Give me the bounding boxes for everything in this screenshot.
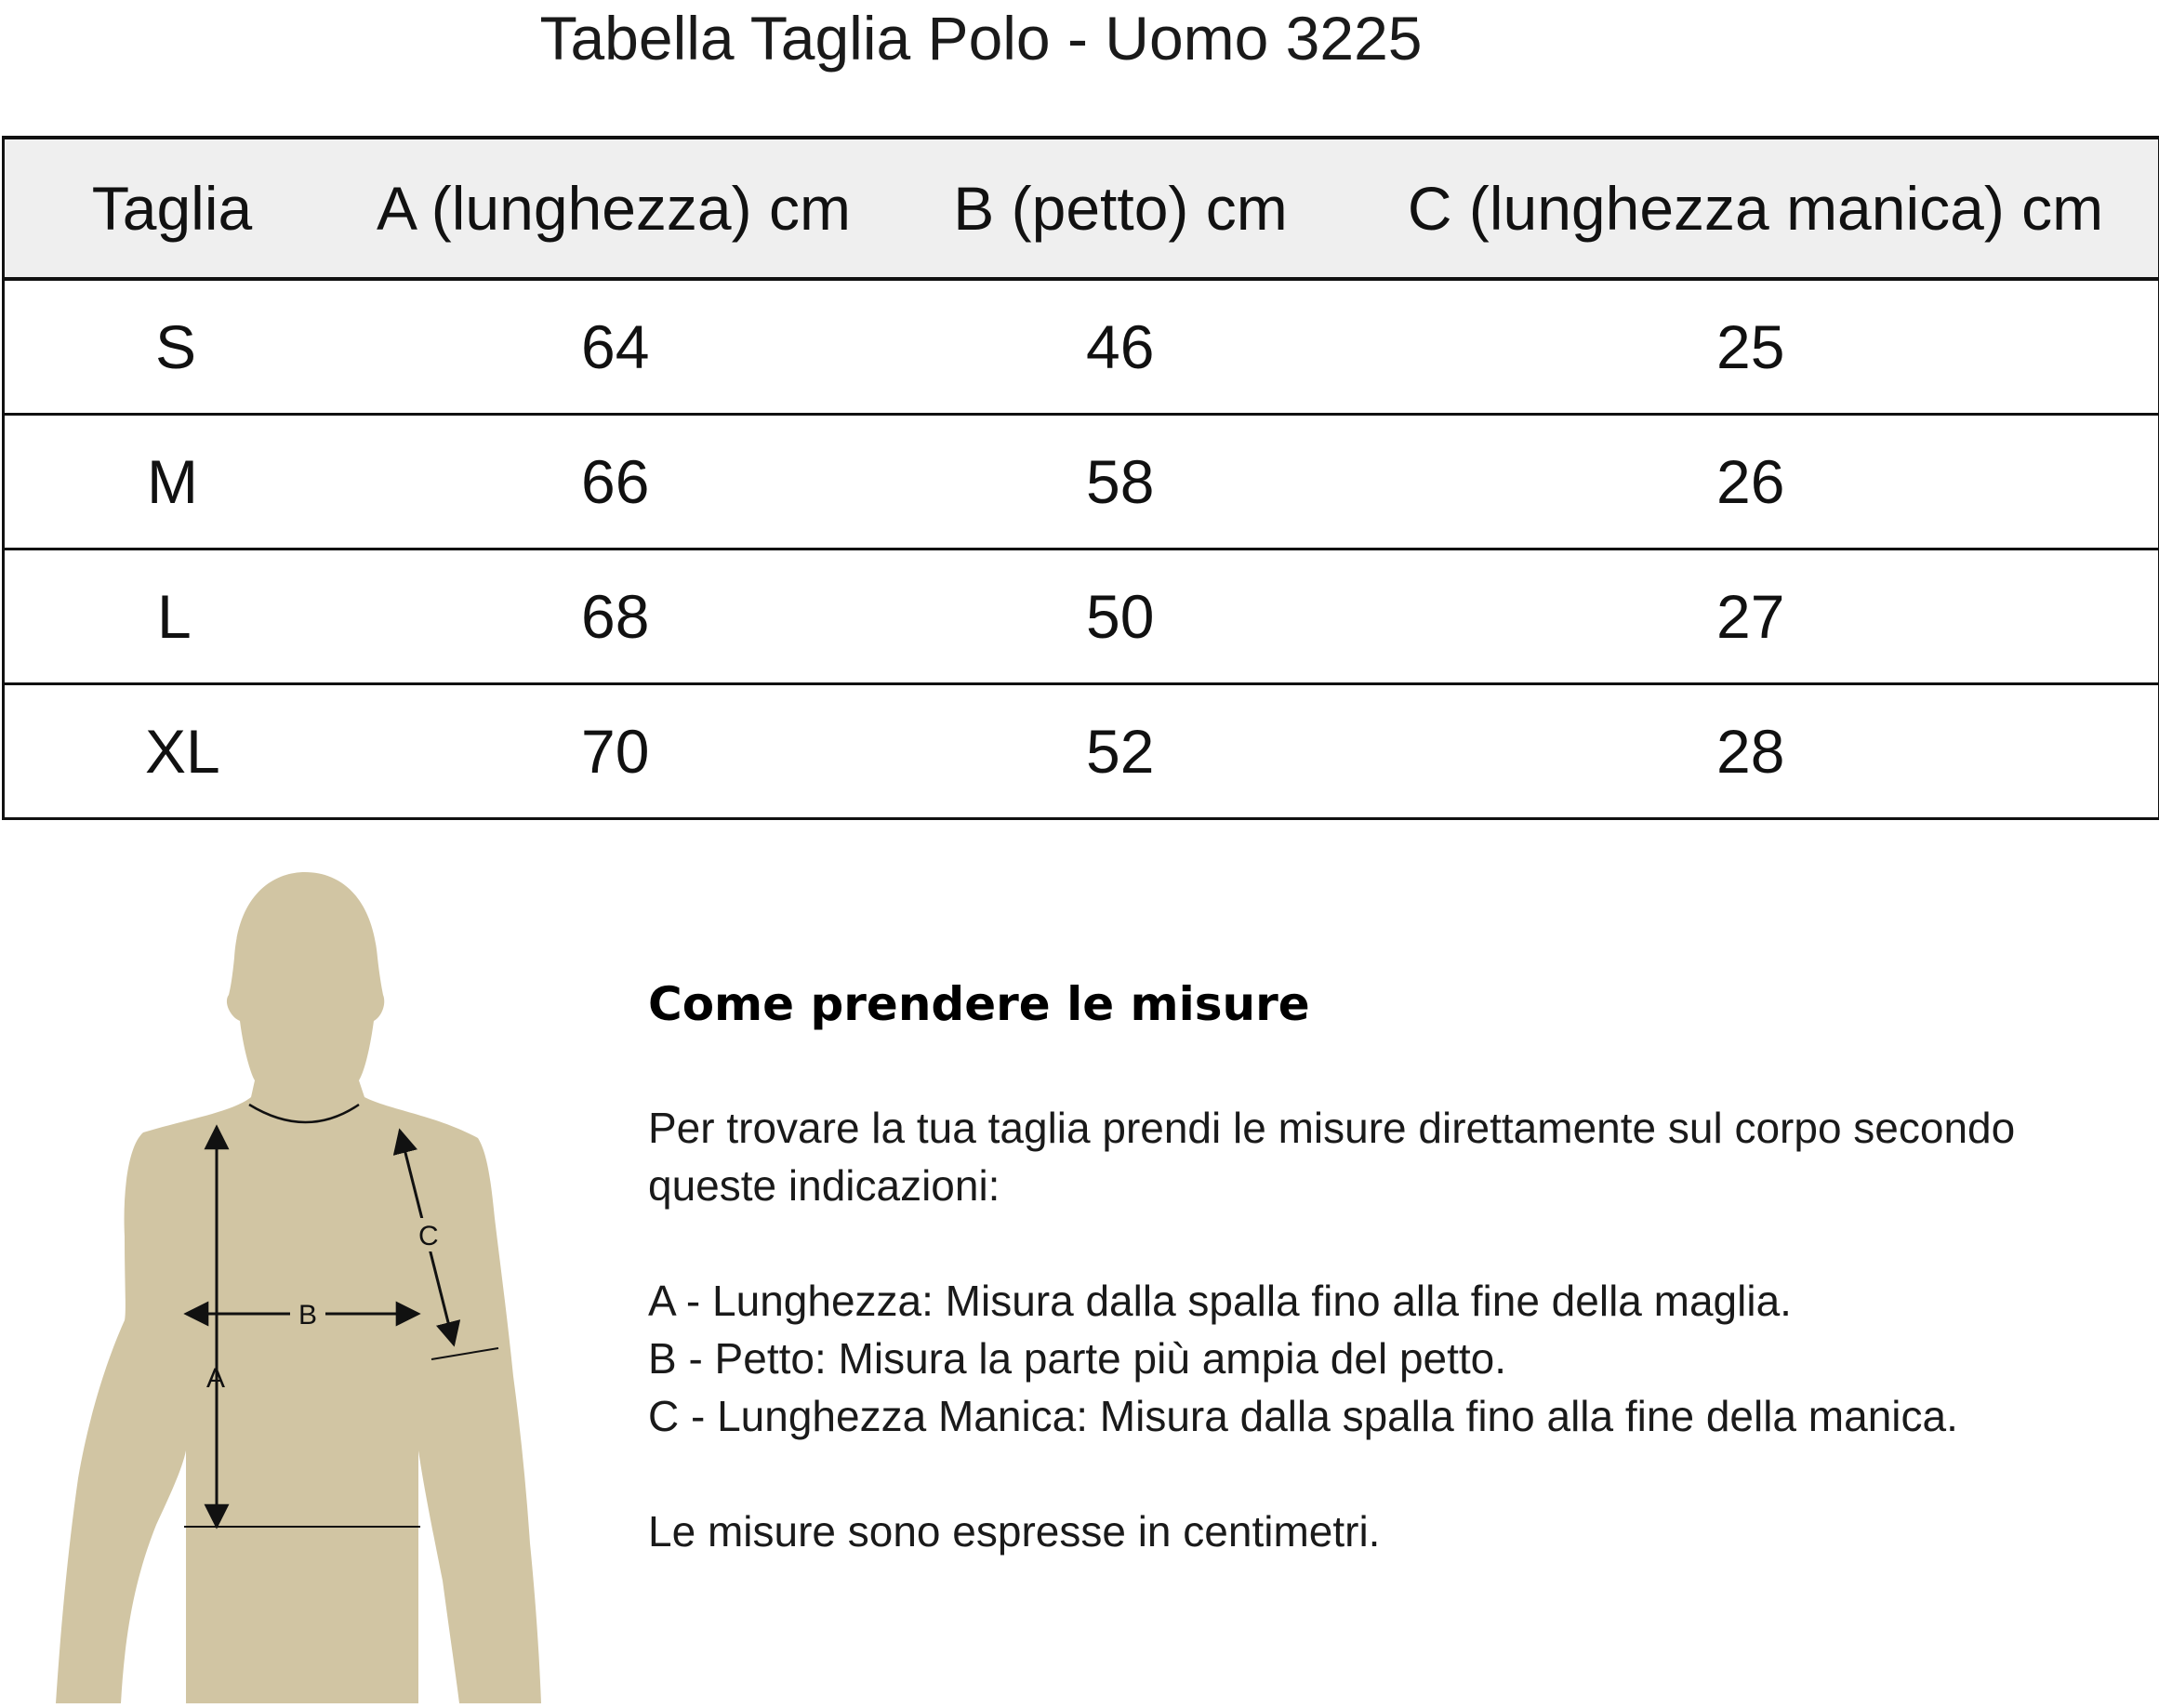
page-title: Tabella Taglia Polo - Uomo 3225: [0, 0, 1962, 76]
length-cell: 64: [339, 279, 888, 415]
header-length: A (lunghezza) cm: [339, 138, 888, 279]
length-cell: 66: [339, 415, 888, 549]
sleeve-cell: 25: [1353, 279, 2159, 415]
chest-cell: 58: [888, 415, 1353, 549]
sleeve-cell: 28: [1353, 684, 2159, 819]
table-row: M 66 58 26: [4, 415, 2159, 549]
instruction-item-sleeve: C - Lunghezza Manica: Misura dalla spall…: [648, 1387, 2136, 1445]
size-cell: M: [4, 415, 340, 549]
instruction-item-length: A - Lunghezza: Misura dalla spalla fino …: [648, 1272, 2136, 1330]
measurement-figure: A B C: [0, 865, 595, 1703]
size-cell: XL: [4, 684, 340, 819]
body-silhouette-icon: A B C: [0, 865, 595, 1703]
instructions-intro: Per trovare la tua taglia prendi le misu…: [648, 1099, 2136, 1214]
chest-cell: 50: [888, 549, 1353, 684]
label-c: C: [418, 1221, 439, 1251]
header-sleeve: C (lunghezza manica) cm: [1353, 138, 2159, 279]
chest-cell: 46: [888, 279, 1353, 415]
body-shape: [56, 872, 541, 1703]
size-cell: L: [4, 549, 340, 684]
header-chest: B (petto) cm: [888, 138, 1353, 279]
table-row: L 68 50 27: [4, 549, 2159, 684]
sleeve-cell: 26: [1353, 415, 2159, 549]
label-b: B: [298, 1300, 317, 1331]
label-a: A: [206, 1363, 225, 1394]
size-table: Taglia A (lunghezza) cm B (petto) cm C (…: [2, 136, 2159, 820]
table-row: XL 70 52 28: [4, 684, 2159, 819]
size-cell: S: [4, 279, 340, 415]
table-header-row: Taglia A (lunghezza) cm B (petto) cm C (…: [4, 138, 2159, 279]
chest-cell: 52: [888, 684, 1353, 819]
length-cell: 70: [339, 684, 888, 819]
header-size: Taglia: [4, 138, 340, 279]
instructions-heading: Come prendere le misure: [648, 967, 2136, 1041]
table-row: S 64 46 25: [4, 279, 2159, 415]
instruction-item-chest: B - Petto: Misura la parte più ampia del…: [648, 1330, 2136, 1387]
instructions-footer: Le misure sono espresse in centimetri.: [648, 1503, 2136, 1560]
length-cell: 68: [339, 549, 888, 684]
instructions-panel: Come prendere le misure Per trovare la t…: [648, 967, 2136, 1560]
sleeve-cell: 27: [1353, 549, 2159, 684]
